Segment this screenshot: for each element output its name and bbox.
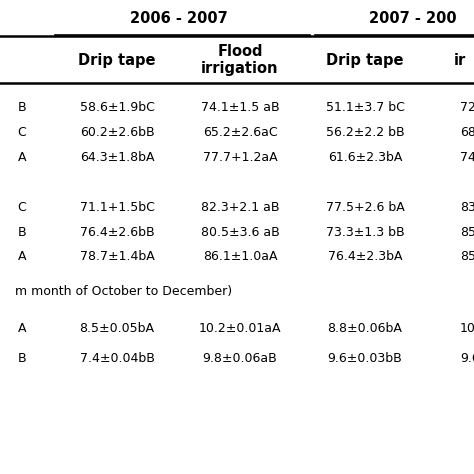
Text: 72: 72 [460,100,474,113]
Text: 64.3±1.8bA: 64.3±1.8bA [80,151,154,164]
Text: 78.7±1.4bA: 78.7±1.4bA [80,250,155,264]
Text: 9.6±0.03bB: 9.6±0.03bB [328,352,402,365]
Text: 71.1+1.5bC: 71.1+1.5bC [80,201,155,213]
Text: 85: 85 [460,226,474,238]
Text: 7.4±0.04bB: 7.4±0.04bB [80,352,155,365]
Text: B: B [18,226,27,238]
Text: Drip tape: Drip tape [78,53,156,67]
Text: 2007 - 200: 2007 - 200 [369,10,456,26]
Text: 77.7+1.2aA: 77.7+1.2aA [203,151,277,164]
Text: m month of October to December): m month of October to December) [15,285,232,299]
Text: B: B [18,352,27,365]
Text: 68: 68 [460,126,474,138]
Text: A: A [18,321,26,335]
Text: C: C [18,126,27,138]
Text: 8.5±0.05bA: 8.5±0.05bA [80,321,155,335]
Text: C: C [18,201,27,213]
Text: 8.8±0.06bA: 8.8±0.06bA [328,321,402,335]
Text: 74: 74 [460,151,474,164]
Text: Drip tape: Drip tape [326,53,404,67]
Text: A: A [18,151,26,164]
Text: 86.1±1.0aA: 86.1±1.0aA [203,250,277,264]
Text: 9.8±0.06aB: 9.8±0.06aB [202,352,277,365]
Text: 60.2±2.6bB: 60.2±2.6bB [80,126,155,138]
Text: 58.6±1.9bC: 58.6±1.9bC [80,100,155,113]
Text: 76.4±2.6bB: 76.4±2.6bB [80,226,155,238]
Text: 10.: 10. [460,321,474,335]
Text: 2006 - 2007: 2006 - 2007 [129,10,228,26]
Text: 83: 83 [460,201,474,213]
Text: 51.1±3.7 bC: 51.1±3.7 bC [326,100,404,113]
Text: 85: 85 [460,250,474,264]
Text: 82.3+2.1 aB: 82.3+2.1 aB [201,201,279,213]
Text: 65.2±2.6aC: 65.2±2.6aC [203,126,277,138]
Text: 61.6±2.3bA: 61.6±2.3bA [328,151,402,164]
Text: 77.5+2.6 bA: 77.5+2.6 bA [326,201,404,213]
Text: 10.2±0.01aA: 10.2±0.01aA [199,321,281,335]
Text: 80.5±3.6 aB: 80.5±3.6 aB [201,226,279,238]
Text: B: B [18,100,27,113]
Text: Flood
irrigation: Flood irrigation [201,44,279,76]
Text: 9.6: 9.6 [460,352,474,365]
Text: 73.3±1.3 bB: 73.3±1.3 bB [326,226,404,238]
Text: A: A [18,250,26,264]
Text: ir: ir [454,53,466,67]
Text: 74.1±1.5 aB: 74.1±1.5 aB [201,100,279,113]
Text: 56.2±2.2 bB: 56.2±2.2 bB [326,126,404,138]
Text: 76.4±2.3bA: 76.4±2.3bA [328,250,402,264]
